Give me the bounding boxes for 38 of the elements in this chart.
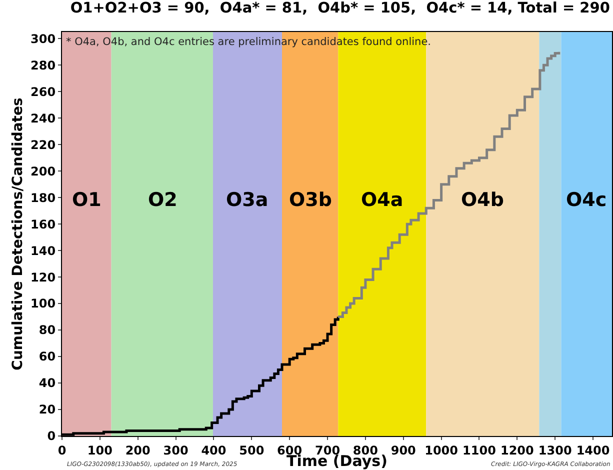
- x-tick-label: 1000: [424, 443, 458, 458]
- x-tick-label: 900: [390, 443, 416, 458]
- y-tick-label: 300: [30, 32, 56, 46]
- y-tick-label: 200: [30, 164, 56, 178]
- y-tick-label: 180: [30, 190, 56, 205]
- y-tick-label: 160: [30, 217, 56, 232]
- y-tick-label: 40: [38, 376, 56, 390]
- band-label: O2: [148, 189, 178, 211]
- x-tick-label: 400: [201, 443, 226, 458]
- x-tick-label: 200: [125, 443, 150, 458]
- band-label: O4b: [461, 189, 504, 211]
- y-tick-label: 260: [30, 84, 56, 99]
- y-tick-label: 100: [30, 296, 56, 311]
- x-tick-label: 1400: [576, 443, 610, 458]
- band-label: O3b: [289, 189, 332, 211]
- y-axis-title: Cumulative Detections/Candidates: [10, 98, 26, 370]
- chart-title: O1+O2+O3 = 90, O4a* = 81, O4b* = 105, O4c* = 14, Total = 290: [70, 0, 610, 16]
- y-tick-label: 240: [30, 111, 56, 126]
- band-label: O4a: [361, 189, 404, 211]
- y-tick-label: 20: [38, 402, 56, 417]
- y-tick-label: 220: [30, 138, 56, 152]
- x-tick-label: 1200: [500, 443, 534, 458]
- x-tick-label: 0: [58, 443, 66, 458]
- y-tick-label: 60: [38, 350, 56, 364]
- band-label: O1: [72, 189, 102, 211]
- x-tick-label: 100: [87, 443, 112, 458]
- y-tick-label: 120: [30, 270, 56, 284]
- band-label: O3a: [226, 189, 268, 211]
- y-tick-label: 0: [47, 429, 56, 444]
- x-tick-label: 500: [239, 443, 264, 458]
- y-tick-label: 280: [30, 58, 56, 72]
- x-tick-label: 800: [352, 443, 378, 458]
- band-label: O4c: [566, 189, 607, 211]
- x-tick-label: 1100: [462, 443, 496, 458]
- y-tick-label: 80: [38, 323, 56, 338]
- y-tick-label: 140: [30, 244, 56, 258]
- x-tick-label: 1300: [538, 443, 572, 458]
- x-tick-label: 300: [163, 443, 188, 458]
